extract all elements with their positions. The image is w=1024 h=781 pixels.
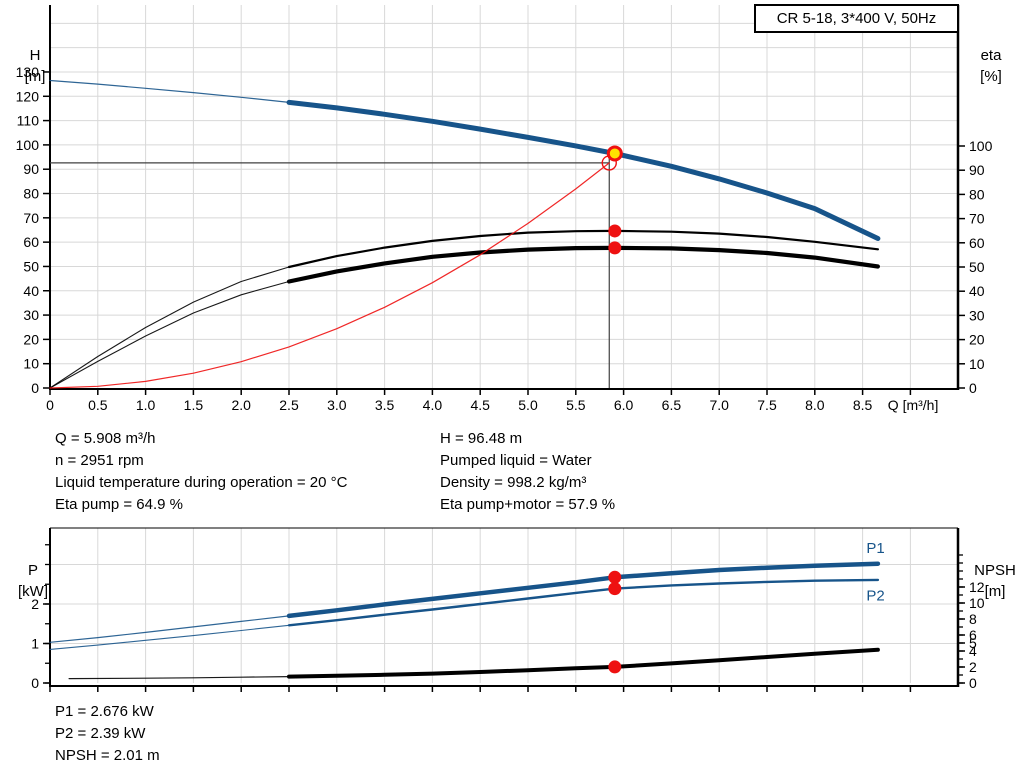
svg-text:4.0: 4.0: [423, 397, 443, 413]
system-curve: [49, 162, 610, 389]
svg-text:20: 20: [23, 331, 39, 347]
svg-text:10: 10: [23, 356, 39, 372]
duty-info-right: H = 96.48 m Pumped liquid = Water Densit…: [440, 428, 615, 516]
svg-text:Q [m³/h]: Q [m³/h]: [888, 397, 939, 413]
info-line: NPSH = 2.01 m: [55, 747, 160, 764]
info-line: P2 = 2.39 kW: [55, 725, 146, 742]
duty-info-left: Q = 5.908 m³/h n = 2951 rpm Liquid tempe…: [55, 428, 347, 516]
svg-text:12: 12: [969, 579, 985, 595]
svg-text:1.5: 1.5: [184, 397, 204, 413]
svg-text:80: 80: [969, 186, 985, 202]
info-line: H = 96.48 m: [440, 430, 523, 447]
series-label-p2: P2: [866, 587, 884, 604]
duty-point-p2: [608, 582, 622, 596]
svg-text:110: 110: [17, 113, 40, 129]
info-line: Density = 998.2 kg/m³: [440, 474, 587, 491]
svg-text:0: 0: [31, 675, 39, 691]
svg-text:10: 10: [969, 595, 985, 611]
svg-text:5.0: 5.0: [518, 397, 538, 413]
info-line: Eta pump = 64.9 %: [55, 496, 183, 513]
svg-text:7.5: 7.5: [757, 397, 777, 413]
series-label-p1: P1: [866, 540, 884, 557]
duty-point-head: [606, 145, 623, 162]
svg-text:8.5: 8.5: [853, 397, 873, 413]
svg-text:50: 50: [969, 259, 985, 275]
info-line: Q = 5.908 m³/h: [55, 430, 156, 447]
svg-text:0: 0: [31, 380, 39, 396]
eta-axis-label: eta [%]: [980, 47, 1002, 85]
svg-text:80: 80: [23, 186, 39, 202]
svg-text:0: 0: [46, 397, 54, 413]
svg-text:0.5: 0.5: [88, 397, 108, 413]
p-axis-label: P [kW]: [18, 562, 48, 600]
svg-text:70: 70: [969, 211, 985, 227]
svg-text:50: 50: [23, 258, 39, 274]
svg-text:6.0: 6.0: [614, 397, 634, 413]
svg-text:6: 6: [969, 627, 977, 643]
svg-text:5.5: 5.5: [566, 397, 586, 413]
svg-text:30: 30: [969, 307, 985, 323]
svg-text:7.0: 7.0: [709, 397, 729, 413]
info-line: Eta pump+motor = 57.9 %: [440, 496, 616, 513]
npsh-axis-label: NPSH [m]: [974, 562, 1016, 600]
svg-text:60: 60: [23, 234, 39, 250]
info-line: P1 = 2.676 kW: [55, 703, 154, 720]
svg-text:10: 10: [969, 356, 985, 372]
svg-text:6.5: 6.5: [662, 397, 682, 413]
svg-text:4.5: 4.5: [470, 397, 490, 413]
eta-pump-curve: [49, 229, 879, 389]
npsh-curve: [68, 647, 880, 680]
svg-text:60: 60: [969, 235, 985, 251]
svg-text:70: 70: [23, 210, 39, 226]
svg-text:2: 2: [969, 659, 977, 675]
svg-text:8: 8: [969, 611, 977, 627]
pump-model-title-box: CR 5-18, 3*400 V, 50Hz: [754, 4, 959, 33]
svg-text:40: 40: [969, 283, 985, 299]
svg-text:100: 100: [16, 137, 40, 153]
svg-text:3.5: 3.5: [375, 397, 395, 413]
svg-text:5: 5: [969, 635, 977, 651]
info-line: Liquid temperature during operation = 20…: [55, 474, 348, 491]
svg-text:2: 2: [31, 596, 39, 612]
p1-curve: [49, 561, 881, 643]
duty-point-p1: [608, 570, 622, 584]
svg-text:30: 30: [23, 307, 39, 323]
eta-pump-motor-curve: [49, 245, 880, 389]
svg-text:2.0: 2.0: [231, 397, 251, 413]
svg-text:120: 120: [16, 88, 40, 104]
svg-text:130: 130: [16, 64, 40, 80]
duty-point-npsh: [608, 660, 622, 674]
duty-point-eta-pump: [608, 224, 622, 238]
svg-text:0: 0: [969, 675, 977, 691]
svg-text:2.5: 2.5: [279, 397, 299, 413]
p2-curve: [49, 578, 880, 650]
h-axis-label: H [m]: [24, 47, 46, 85]
svg-text:90: 90: [23, 161, 39, 177]
info-line: n = 2951 rpm: [55, 452, 144, 469]
info-line: Pumped liquid = Water: [440, 452, 592, 469]
svg-text:8.0: 8.0: [805, 397, 825, 413]
power-info: P1 = 2.676 kW P2 = 2.39 kW NPSH = 2.01 m: [55, 701, 160, 767]
svg-text:20: 20: [969, 332, 985, 348]
svg-text:1: 1: [31, 636, 39, 652]
svg-text:100: 100: [969, 138, 993, 154]
svg-text:40: 40: [23, 283, 39, 299]
svg-text:90: 90: [969, 162, 985, 178]
svg-text:3.0: 3.0: [327, 397, 347, 413]
svg-text:1.0: 1.0: [136, 397, 156, 413]
svg-text:4: 4: [969, 643, 977, 659]
duty-point-eta-pump-motor: [608, 241, 622, 255]
head-curve: [49, 79, 881, 241]
svg-text:0: 0: [969, 380, 977, 396]
